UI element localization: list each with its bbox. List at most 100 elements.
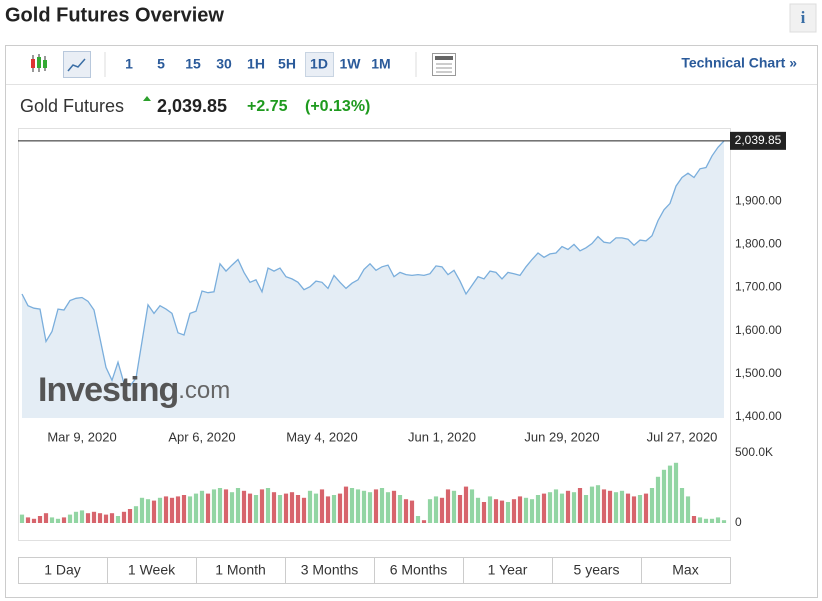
volume-bar — [685, 496, 691, 523]
volume-bar — [451, 490, 457, 523]
volume-bar — [325, 496, 331, 523]
range-tab-label[interactable]: 1 Day — [44, 562, 81, 578]
interval-button[interactable]: 1H — [247, 56, 265, 72]
volume-bar — [385, 492, 391, 523]
info-icon[interactable]: i — [801, 8, 806, 27]
volume-bar — [697, 517, 703, 523]
volume-bar — [619, 490, 625, 523]
volume-bar — [373, 489, 379, 523]
interval-button[interactable]: 1W — [340, 56, 362, 72]
last-price-box — [730, 131, 786, 150]
range-tab[interactable] — [107, 557, 197, 584]
quote-change-pct: (+0.13%) — [305, 98, 370, 115]
volume-bar — [445, 489, 451, 523]
volume-bar — [427, 499, 433, 523]
line-icon — [67, 58, 86, 72]
last-price-label: 2,039.85 — [735, 133, 782, 147]
interval-button[interactable]: 1M — [371, 56, 390, 72]
volume-bar — [703, 518, 709, 523]
range-tab-label[interactable]: 5 years — [574, 562, 620, 578]
volume-bar — [625, 493, 631, 523]
volume-bar — [259, 489, 265, 523]
volume-bar — [673, 462, 679, 523]
info-button[interactable] — [789, 3, 817, 33]
volume-bar — [313, 493, 319, 523]
interval-button[interactable]: 30 — [216, 56, 232, 72]
volume-bar — [631, 496, 637, 523]
volume-bar — [715, 517, 721, 523]
volume-bar — [643, 493, 649, 523]
x-tick-label: Mar 9, 2020 — [47, 429, 116, 444]
volume-bar — [493, 499, 499, 523]
volume-bar — [85, 513, 91, 523]
volume-bar — [499, 500, 505, 523]
volume-bar — [229, 492, 235, 523]
volume-bar — [133, 506, 139, 523]
volume-bar — [205, 493, 211, 523]
candle-icon[interactable] — [31, 54, 47, 72]
range-tab[interactable] — [374, 557, 464, 584]
x-tick-label: Apr 6, 2020 — [168, 429, 235, 444]
volume-bar — [721, 520, 727, 523]
range-tab[interactable] — [285, 557, 375, 584]
volume-bar — [553, 489, 559, 523]
range-tab[interactable] — [552, 557, 642, 584]
volume-bar — [79, 510, 85, 523]
volume-bar — [541, 493, 547, 523]
volume-bar — [601, 489, 607, 523]
volume-bar — [463, 486, 469, 523]
volume-bar — [67, 514, 73, 523]
volume-bar — [367, 492, 373, 523]
volume-bar — [337, 493, 343, 523]
range-tab-label[interactable]: 1 Month — [215, 562, 266, 578]
volume-bar — [151, 500, 157, 523]
interval-button[interactable]: 15 — [185, 56, 201, 72]
range-tab-label[interactable]: 6 Months — [390, 562, 448, 578]
volume-bar — [199, 490, 205, 523]
interval-button[interactable]: 5 — [157, 56, 165, 72]
volume-bar — [649, 488, 655, 523]
y-tick-label: 1,500.00 — [735, 366, 782, 380]
volume-bar — [343, 486, 349, 523]
watermark-domain: .com — [178, 377, 230, 404]
line-icon-button[interactable] — [63, 51, 91, 78]
volume-bar — [271, 492, 277, 523]
volume-bar — [181, 495, 187, 523]
chart-frame — [18, 128, 731, 541]
volume-bar — [211, 489, 217, 523]
range-tab[interactable] — [641, 557, 731, 584]
volume-bar — [481, 502, 487, 523]
technical-chart-link[interactable]: Technical Chart » — [681, 55, 797, 71]
volume-bar — [415, 516, 421, 523]
quote-name: Gold Futures — [20, 96, 124, 116]
interval-button[interactable]: 5H — [278, 56, 296, 72]
range-tab-label[interactable]: 1 Week — [128, 562, 176, 578]
range-tab-label[interactable]: 3 Months — [301, 562, 359, 578]
y-tick-label: 1,700.00 — [735, 280, 782, 294]
volume-bar — [577, 488, 583, 523]
volume-bar — [595, 485, 601, 523]
calendar-icon[interactable] — [432, 53, 456, 76]
volume-bar — [535, 495, 541, 523]
volume-bar — [127, 509, 133, 523]
volume-bar — [37, 516, 43, 523]
range-tab[interactable] — [463, 557, 553, 584]
volume-tick-label: 0 — [735, 515, 742, 529]
volume-bar — [457, 495, 463, 523]
interval-button[interactable]: 1D — [310, 56, 328, 72]
volume-bar — [679, 488, 685, 523]
volume-bar — [187, 496, 193, 523]
range-tab-label[interactable]: 1 Year — [488, 562, 528, 578]
watermark: Investing.com — [38, 371, 230, 409]
volume-bar — [637, 495, 643, 523]
x-tick-label: Jul 27, 2020 — [647, 429, 718, 444]
volume-bar — [361, 490, 367, 523]
volume-bar — [691, 516, 697, 523]
range-tab[interactable] — [196, 557, 286, 584]
volume-bar — [223, 489, 229, 523]
volume-bar — [613, 492, 619, 523]
range-tab-label[interactable]: Max — [672, 562, 698, 578]
interval-button[interactable]: 1 — [125, 56, 133, 72]
y-tick-label: 1,400.00 — [735, 409, 782, 423]
